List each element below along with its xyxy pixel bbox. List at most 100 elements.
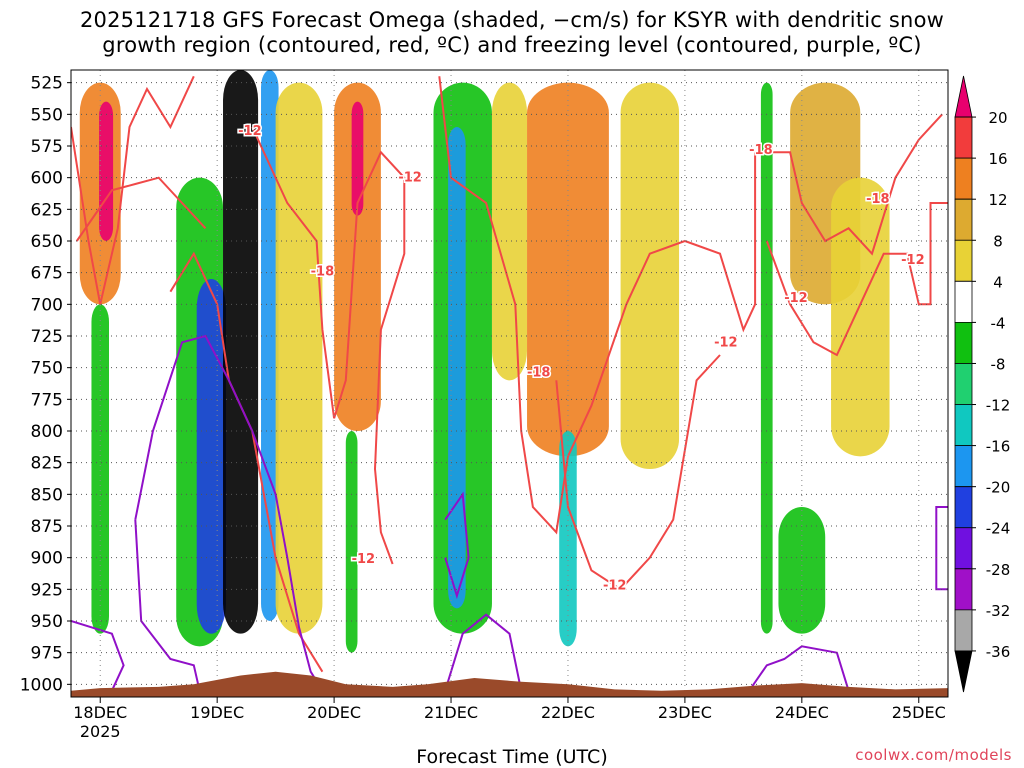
omega-region <box>345 431 358 653</box>
dgz-contour-label: -12 <box>901 253 925 268</box>
x-tick-label: 18DEC <box>73 703 127 722</box>
terrain-fill <box>71 671 948 697</box>
source-credit[interactable]: coolwx.com/models <box>855 746 1012 764</box>
y-tick-label: 925 <box>31 580 63 600</box>
omega-region <box>491 82 528 381</box>
y-tick-label: 875 <box>31 517 63 537</box>
y-tick-label: 550 <box>31 105 63 125</box>
omega-region <box>275 82 323 634</box>
contour-layer <box>71 75 948 692</box>
plot-frame <box>70 69 949 698</box>
freezing-contour <box>134 519 201 691</box>
colorbar-swatch <box>954 116 973 159</box>
colorbar-label: 4 <box>993 273 1003 291</box>
x-tick-label: 25DEC <box>892 703 946 722</box>
x-tick-label: 22DEC <box>541 703 595 722</box>
y-tick-label: 575 <box>31 137 63 157</box>
colorbar-label: -36 <box>986 643 1011 661</box>
y-tick-label: 525 <box>31 74 63 94</box>
colorbar-swatch <box>954 363 973 405</box>
omega-region <box>351 101 364 216</box>
colorbar-label: -20 <box>986 479 1011 497</box>
dgz-contour <box>765 202 948 357</box>
x-tick-label: 23DEC <box>658 703 712 722</box>
dgz-contour-label: -18 <box>866 192 890 207</box>
colorbar-label: -16 <box>986 438 1011 456</box>
y-tick-label: 750 <box>31 359 63 379</box>
colorbar-swatch <box>954 198 973 241</box>
dgz-contour-label: -12 <box>398 171 422 186</box>
dgz-contour <box>71 75 195 305</box>
omega-region <box>261 70 279 621</box>
colorbar-label: 16 <box>988 150 1007 168</box>
freezing-contour <box>134 334 324 692</box>
colorbar-swatch <box>954 280 973 323</box>
dgz-contour-label: -12 <box>352 552 376 567</box>
omega-region <box>559 431 577 647</box>
omega-region <box>527 82 609 457</box>
dgz-contour-label: -12 <box>238 124 262 139</box>
colorbar-swatch <box>954 321 973 364</box>
colorbar-swatch <box>954 239 973 282</box>
y-tick-label: 625 <box>31 200 63 220</box>
freezing-contour <box>444 491 470 600</box>
dgz-contour <box>251 126 406 565</box>
omega-region <box>91 304 110 634</box>
y-axis: 525 550 575 600 625 650 675 700 725 750 775 800 825 8… <box>20 74 71 695</box>
colorbar-swatch <box>954 568 973 611</box>
chart-title-line-1: 2025121718 GFS Forecast Omega (shaded, −… <box>79 8 944 32</box>
y-tick-label: 650 <box>31 232 63 252</box>
colorbar-label: -8 <box>991 355 1006 373</box>
x-tick-label: 19DEC <box>190 703 244 722</box>
x-tick-label: 21DEC <box>424 703 478 722</box>
omega-region <box>99 101 114 242</box>
colorbar-label: -24 <box>986 520 1011 538</box>
colorbar-swatch <box>954 75 973 118</box>
colorbar-swatch <box>954 650 973 693</box>
y-tick-label: 1000 <box>20 675 63 695</box>
omega-region <box>223 70 259 634</box>
colorbar-label: 8 <box>993 232 1003 250</box>
y-tick-label: 950 <box>31 612 63 632</box>
colorbar-swatch <box>954 445 973 488</box>
terrain-layer <box>71 671 948 697</box>
dgz-contour-label: -18 <box>527 366 551 381</box>
omega-region <box>831 177 890 457</box>
colorbar-swatch <box>954 404 973 447</box>
y-tick-label: 725 <box>31 327 63 347</box>
omega-region <box>620 82 680 470</box>
dgz-contour-label: -18 <box>749 143 773 158</box>
dgz-contour-label: -12 <box>784 291 808 306</box>
omega-region <box>196 279 226 634</box>
y-tick-label: 850 <box>31 485 63 505</box>
colorbar-swatch <box>954 486 973 529</box>
x-tick-label: 24DEC <box>775 703 829 722</box>
colorbar-label: -4 <box>991 314 1006 332</box>
y-tick-label: 825 <box>31 454 63 474</box>
colorbar-label: 12 <box>988 191 1007 209</box>
colorbar-swatch <box>954 609 973 652</box>
y-tick-label: 975 <box>31 644 63 664</box>
colorbar-label: 20 <box>988 109 1007 127</box>
y-tick-label: 675 <box>31 264 63 284</box>
y-tick-label: 700 <box>31 295 63 315</box>
dgz-contour <box>75 176 207 242</box>
freezing-contour <box>71 620 125 692</box>
y-tick-label: 800 <box>31 422 63 442</box>
y-tick-label: 775 <box>31 390 63 410</box>
x-tick-year: 2025 <box>80 722 121 741</box>
dgz-contour <box>438 76 943 535</box>
dgz-contour-label: -18 <box>311 264 335 279</box>
x-axis-title: Forecast Time (UTC) <box>416 746 608 768</box>
dgz-contour-label: -12 <box>603 579 627 594</box>
contour-labels: -12 -12 -18 -12 -18 -12 -12 -18 -12 -18 -12 <box>237 122 927 595</box>
colorbar-legend: 20 16 12 8 4 -4 -8 -12 -16 -20 -24 -28 -32 -36 <box>954 75 1011 693</box>
chart-title-line-2: growth region (contoured, red, ºC) and f… <box>102 33 922 57</box>
colorbar-label: -32 <box>986 602 1011 620</box>
colorbar-label: -28 <box>986 561 1011 579</box>
x-tick-label: 20DEC <box>307 703 361 722</box>
dgz-contour-label: -12 <box>714 335 738 350</box>
omega-region <box>760 82 773 634</box>
